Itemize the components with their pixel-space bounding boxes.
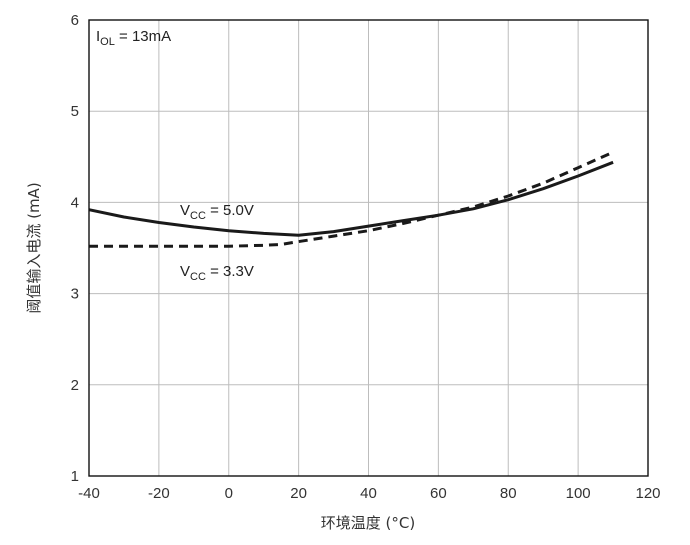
y-tick-label: 5: [71, 103, 79, 120]
x-axis-title: 环境温度 (°C): [321, 514, 415, 532]
x-tick-label: 0: [225, 485, 233, 502]
vcc-3v3-label-sub: CC: [190, 271, 206, 283]
x-tick-label: 80: [500, 485, 517, 502]
vcc-3v3-label-main: V: [180, 263, 190, 280]
iol-annotation-sub: OL: [100, 36, 115, 48]
x-tick-label: -40: [78, 485, 100, 502]
x-tick-labels: -40 -20 0 20 40 60 80 100 120: [78, 485, 660, 502]
y-tick-label: 2: [71, 377, 79, 394]
x-tick-label: -20: [148, 485, 170, 502]
vcc-5v-label-rest: = 5.0V: [206, 202, 254, 219]
series-lines: [88, 150, 614, 248]
vcc-5v-label: VCC = 5.0V: [180, 202, 254, 222]
x-tick-label: 120: [635, 485, 660, 502]
y-axis-title: 阈值输入电流 (mA): [25, 182, 43, 313]
y-tick-label: 6: [71, 12, 79, 29]
y-tick-label: 3: [71, 286, 79, 303]
vcc-5v-label-sub: CC: [190, 210, 206, 222]
plot-frame: [88, 19, 649, 477]
vcc-3v3-series-line: [89, 150, 614, 248]
iol-annotation-rest: = 13mA: [115, 28, 171, 45]
vcc-3v3-label: VCC = 3.3V: [180, 263, 254, 283]
x-tick-label: 40: [360, 485, 377, 502]
vcc-3v3-label-rest: = 3.3V: [206, 263, 254, 280]
y-gridlines: [89, 110, 648, 386]
iol-annotation: IOL = 13mA: [96, 28, 171, 48]
x-tick-label: 100: [566, 485, 591, 502]
y-tick-label: 4: [71, 194, 79, 211]
y-tick-label: 1: [71, 468, 79, 485]
x-gridlines: [158, 20, 579, 476]
x-tick-label: 20: [290, 485, 307, 502]
y-tick-labels: 1 2 3 4 5 6: [71, 12, 79, 485]
x-tick-label: 60: [430, 485, 447, 502]
vcc-5v-series-line: [88, 160, 614, 237]
vcc-5v-label-main: V: [180, 202, 190, 219]
iol-annotation-main: I: [96, 28, 100, 45]
